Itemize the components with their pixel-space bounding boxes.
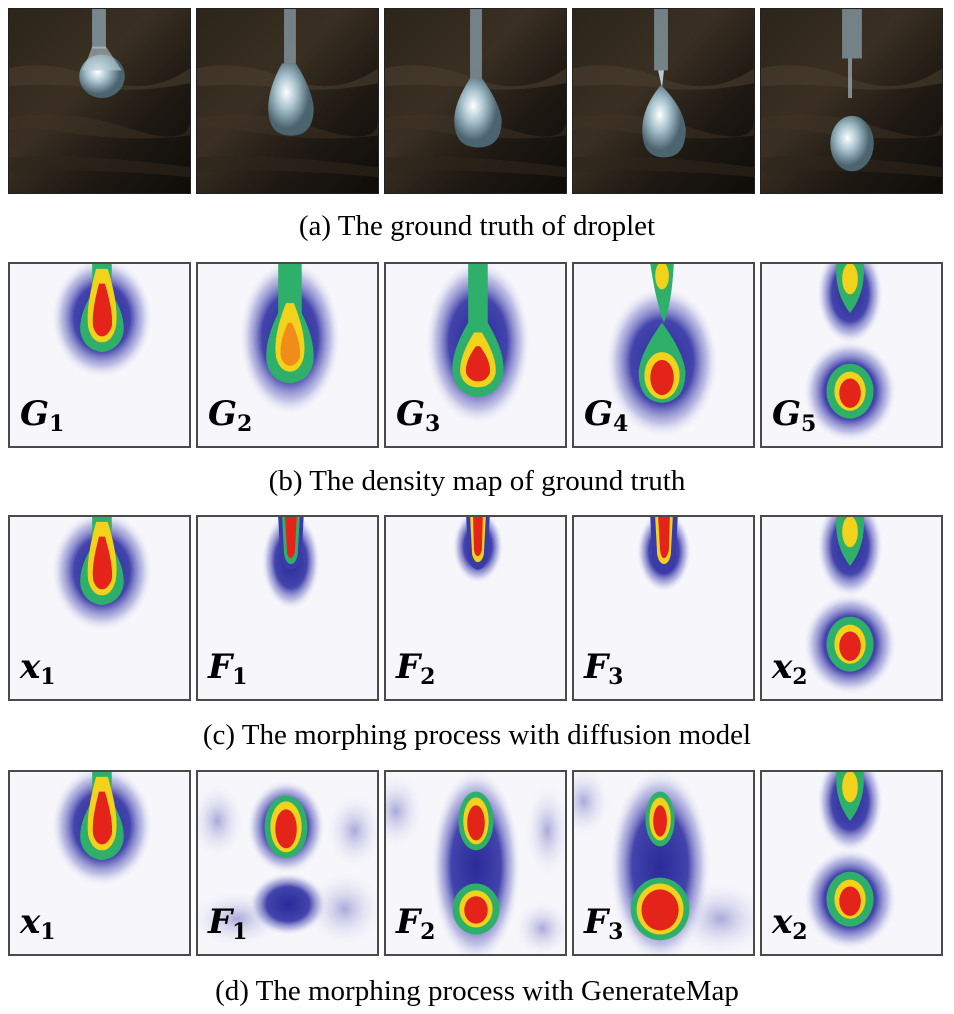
- density-map-g4: G4: [572, 262, 755, 448]
- droplet-photo-5: [760, 8, 943, 194]
- density-map-g5: G5: [760, 262, 943, 448]
- row-generatemap-morphing: x1 F1 F2: [8, 770, 946, 956]
- generatemap-x2: x2: [760, 770, 943, 956]
- caption-b: (b) The density map of ground truth: [268, 465, 686, 497]
- diffusion-x1: x1: [8, 515, 191, 701]
- label-c-f1: F1: [208, 647, 248, 690]
- generatemap-f2: F2: [384, 770, 567, 956]
- diffusion-f1: F1: [196, 515, 379, 701]
- label-c-x2: x2: [772, 647, 808, 690]
- droplet-photo-3: [384, 8, 567, 194]
- label-g4: G4: [584, 394, 629, 437]
- caption-d: (d) The morphing process with GenerateMa…: [215, 975, 739, 1007]
- label-g3: G3: [396, 394, 441, 437]
- label-c-f3: F3: [584, 647, 624, 690]
- label-c-x1: x1: [20, 647, 56, 690]
- diffusion-x2: x2: [760, 515, 943, 701]
- row-diffusion-morphing: x1 F1 F2 F3: [8, 515, 946, 701]
- label-d-x1: x1: [20, 902, 56, 945]
- label-c-f2: F2: [396, 647, 436, 690]
- label-d-x2: x2: [772, 902, 808, 945]
- diffusion-f3: F3: [572, 515, 755, 701]
- generatemap-x1: x1: [8, 770, 191, 956]
- row-ground-truth-photos: [8, 8, 946, 194]
- label-d-f3: F3: [584, 902, 624, 945]
- diffusion-f2: F2: [384, 515, 567, 701]
- caption-a: (a) The ground truth of droplet: [298, 210, 656, 242]
- caption-c: (c) The morphing process with diffusion …: [202, 719, 752, 751]
- droplet-photo-1: [8, 8, 191, 194]
- label-g1: G1: [20, 394, 65, 437]
- label-g2: G2: [208, 394, 253, 437]
- generatemap-f1: F1: [196, 770, 379, 956]
- label-g5: G5: [772, 394, 817, 437]
- density-map-g1: G1: [8, 262, 191, 448]
- density-map-g2: G2: [196, 262, 379, 448]
- droplet-photo-4: [572, 8, 755, 194]
- row-density-maps: G1 G2 G3 G4: [8, 262, 946, 448]
- density-map-g3: G3: [384, 262, 567, 448]
- label-d-f1: F1: [208, 902, 248, 945]
- droplet-photo-2: [196, 8, 379, 194]
- generatemap-f3: F3: [572, 770, 755, 956]
- label-d-f2: F2: [396, 902, 436, 945]
